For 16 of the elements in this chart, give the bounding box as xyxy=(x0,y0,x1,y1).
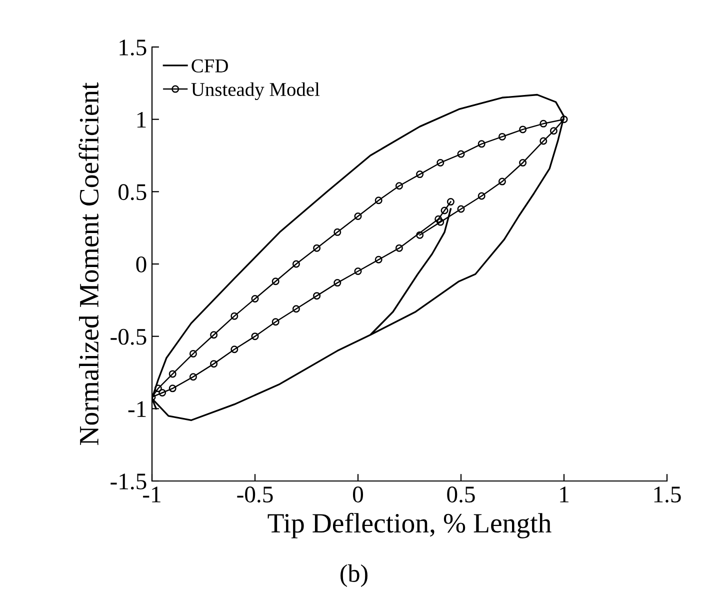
y-tick-label: 1 xyxy=(137,112,146,128)
x-tick-label: 0.5 xyxy=(447,486,475,503)
y-tick-label: -1 xyxy=(128,401,146,417)
y-tick-label: -0.5 xyxy=(110,328,146,345)
y-tick-label: 0.5 xyxy=(118,184,146,200)
x-tick-label: -0.5 xyxy=(237,486,273,503)
x-tick-label: 1.5 xyxy=(654,486,681,503)
x-tick-label: 0 xyxy=(352,486,364,502)
legend-label: Unsteady Model xyxy=(191,82,320,100)
y-axis-title: Normalized Moment Coefficient xyxy=(78,82,99,446)
x-axis-title: Tip Deflection, % Length xyxy=(268,512,552,538)
text: (b) xyxy=(340,564,368,588)
y-tick-label: 1.5 xyxy=(120,40,146,56)
legend-label: CFD xyxy=(192,59,228,72)
y-tick-label: 0 xyxy=(136,256,146,272)
x-tick-label: 1 xyxy=(560,486,568,502)
